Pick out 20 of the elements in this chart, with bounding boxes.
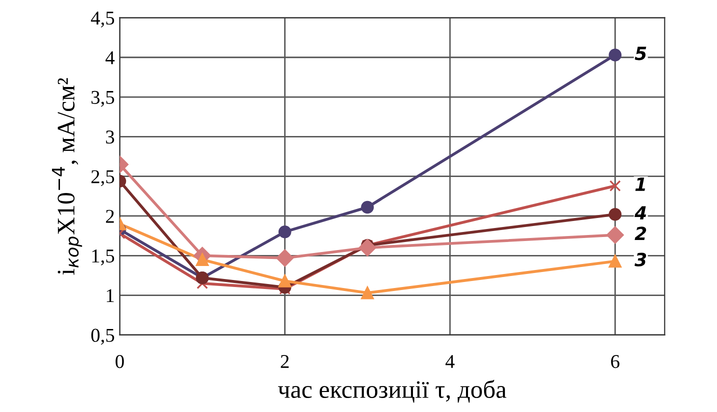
y-tick-label: 0,5 — [91, 328, 114, 345]
y-tick-label: 2 — [106, 210, 114, 223]
x-tick-label: 4 — [446, 355, 455, 368]
y-tick-label: 3,5 — [92, 90, 114, 107]
series-label: 4 — [634, 206, 646, 220]
series-label: 3 — [634, 252, 646, 266]
x-tick-label: 0 — [116, 354, 124, 368]
y-tick-label: 1 — [106, 289, 114, 302]
y-axis-title: i$_{кор}$X10$^{−4}$, мА/см² — [52, 78, 82, 275]
y-tick-label: 4,5 — [90, 12, 114, 28]
y-tick-label: 2,5 — [91, 170, 114, 186]
y-tick-label: 4 — [106, 51, 115, 64]
series-label: 2 — [634, 226, 646, 240]
series-label: 5 — [634, 46, 646, 60]
x-axis-title: час експозиції τ, доба — [278, 380, 506, 403]
series-label: 1 — [635, 178, 646, 191]
y-tick-label: 1,5 — [92, 250, 114, 266]
y-tick-label: 3 — [106, 130, 114, 144]
x-tick-label: 2 — [280, 355, 289, 368]
x-tick-label: 6 — [611, 355, 620, 368]
